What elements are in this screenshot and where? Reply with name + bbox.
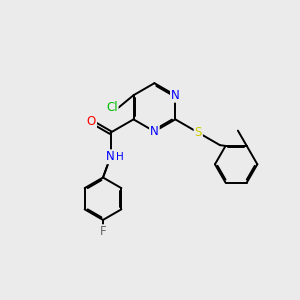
Text: H: H bbox=[116, 152, 124, 162]
Text: F: F bbox=[100, 225, 106, 238]
Text: N: N bbox=[171, 89, 180, 102]
Text: N: N bbox=[106, 150, 115, 163]
Text: S: S bbox=[195, 126, 202, 139]
Text: Cl: Cl bbox=[106, 101, 118, 114]
Text: N: N bbox=[150, 125, 159, 138]
Text: O: O bbox=[87, 115, 96, 128]
